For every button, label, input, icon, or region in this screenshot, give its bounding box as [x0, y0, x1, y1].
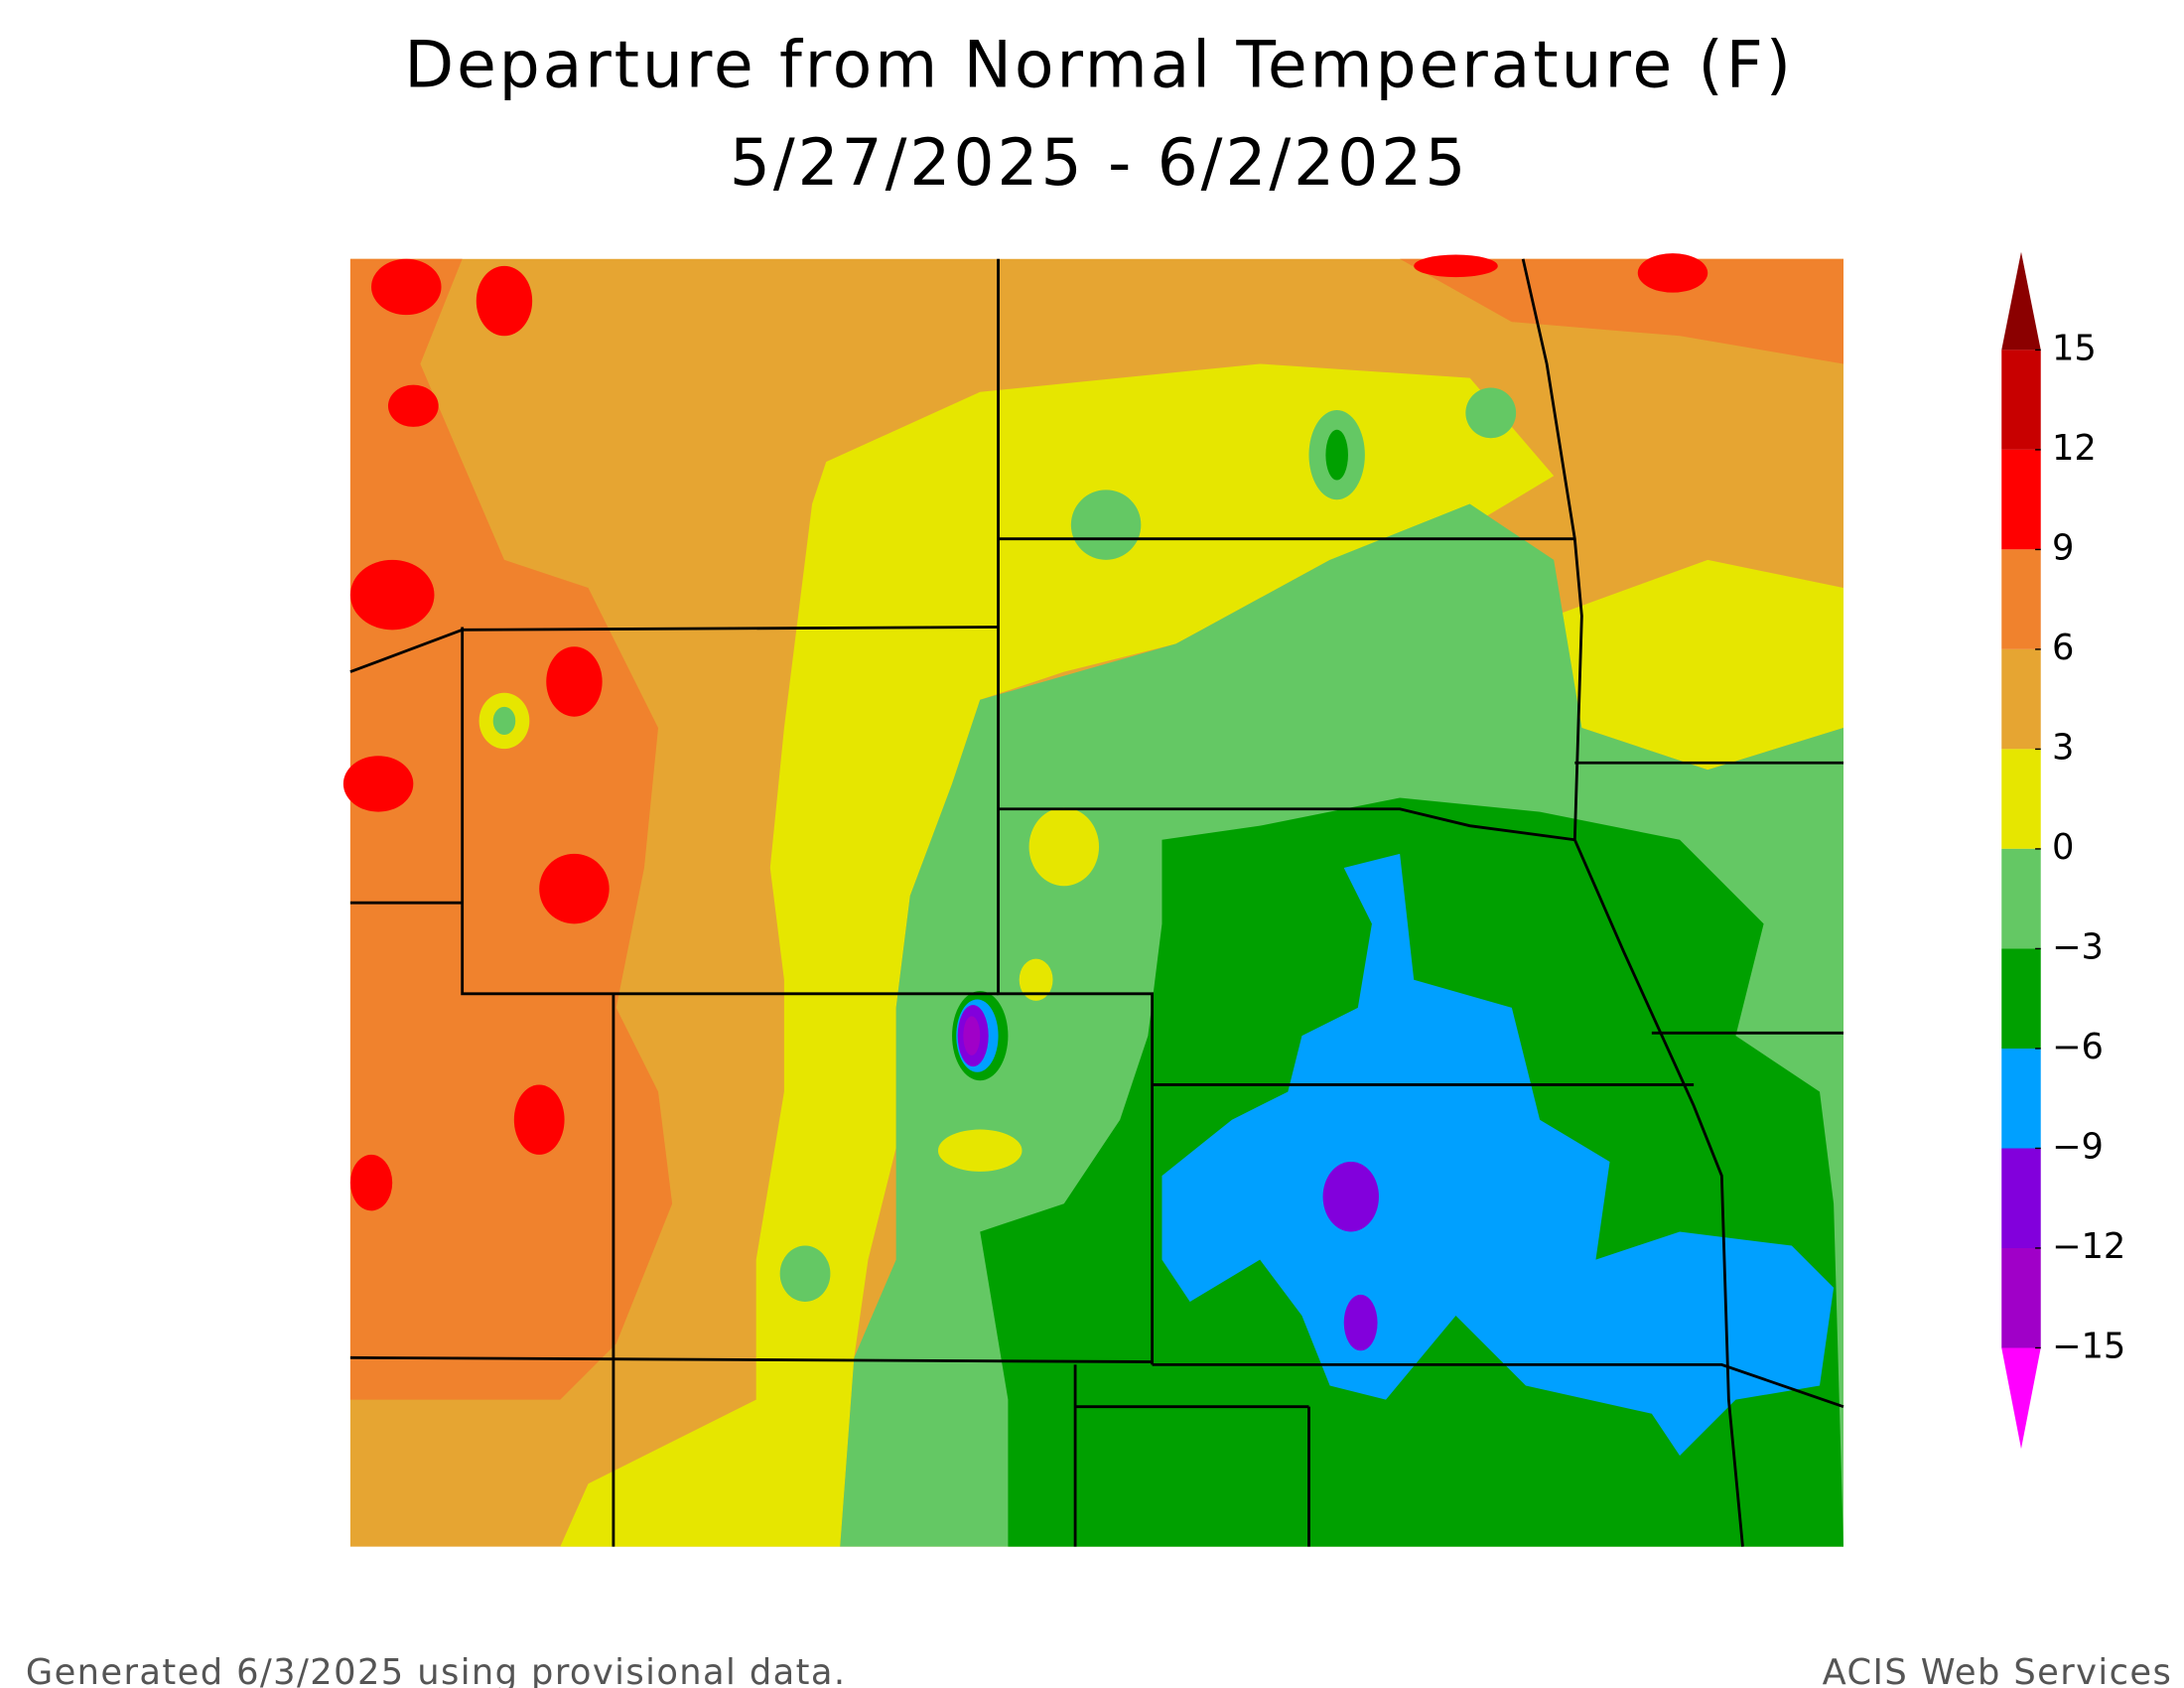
legend-tick-label: 0 — [2052, 827, 2074, 868]
legend-swatch — [2001, 350, 2041, 450]
legend-swatch — [2001, 948, 2041, 1049]
contour-spot — [1322, 1161, 1379, 1232]
state-border — [997, 258, 1155, 1365]
legend-tick-label: 12 — [2052, 428, 2097, 469]
contour-spot — [349, 1154, 393, 1211]
contour-spot — [1019, 958, 1053, 1001]
legend-swatch — [2001, 549, 2041, 649]
contour-spot — [546, 646, 603, 717]
legend-swatch — [2001, 1048, 2041, 1149]
legend-tick-label: −9 — [2052, 1126, 2104, 1167]
contour-region — [349, 258, 673, 1400]
contour-spot — [1325, 429, 1348, 481]
legend-tick-label: 9 — [2052, 527, 2074, 568]
contour-spot — [1465, 387, 1517, 439]
footer-right: ACIS Web Services — [1823, 1652, 2173, 1688]
legend-swatch — [2001, 648, 2041, 750]
contour-spot — [492, 706, 516, 736]
map — [342, 253, 1844, 1547]
footer-left: Generated 6/3/2025 using provisional dat… — [26, 1652, 847, 1688]
legend-swatch — [2001, 449, 2041, 550]
contour-spot — [779, 1245, 831, 1302]
contour-region — [1554, 559, 1843, 771]
state-border — [998, 807, 1575, 842]
legend-swatch — [2001, 1247, 2041, 1348]
contour-spot — [513, 1084, 565, 1155]
contour-spot — [1637, 253, 1708, 293]
contour-spot — [387, 384, 439, 427]
legend-swatch — [2001, 848, 2041, 949]
title-line: 5/27/2025 - 6/2/2025 — [730, 126, 1469, 201]
legend-swatch — [2001, 251, 2041, 351]
contour-spot — [539, 853, 610, 924]
state-border — [1152, 1362, 1844, 1408]
legend-tick-label: −6 — [2052, 1027, 2104, 1067]
title-line: Departure from Normal Temperature (F) — [404, 28, 1794, 102]
legend-tick-label: −3 — [2052, 926, 2104, 967]
state-border — [349, 1355, 1153, 1363]
contour-spot — [1028, 807, 1100, 887]
contour-spot — [937, 1129, 1023, 1172]
contour-spot — [342, 756, 414, 812]
contour-spot — [1343, 1294, 1378, 1351]
contour-spot — [1414, 254, 1498, 278]
legend-swatch — [2001, 1347, 2041, 1449]
state-border — [1521, 258, 1744, 1547]
contour-region — [1161, 853, 1835, 1457]
contour-spot — [371, 258, 442, 316]
legend-tick-label: 3 — [2052, 727, 2074, 768]
legend-tick-label: −12 — [2052, 1226, 2125, 1267]
legend-tick-label: 15 — [2052, 328, 2097, 368]
legend-swatch — [2001, 1148, 2041, 1248]
contour-spot — [1070, 490, 1142, 560]
legend-swatch — [2001, 749, 2041, 849]
contour-region — [1400, 258, 1843, 364]
legend-tick-label: −15 — [2052, 1326, 2125, 1366]
contour-spot — [476, 265, 533, 337]
state-border — [461, 627, 999, 996]
legend: 15 12 9 6 3 0 −3 −6 −9 −12 −15 — [2001, 251, 2125, 1449]
contour-spot — [349, 559, 435, 631]
legend-tick-label: 6 — [2052, 628, 2074, 668]
contour-spot — [963, 1016, 981, 1055]
